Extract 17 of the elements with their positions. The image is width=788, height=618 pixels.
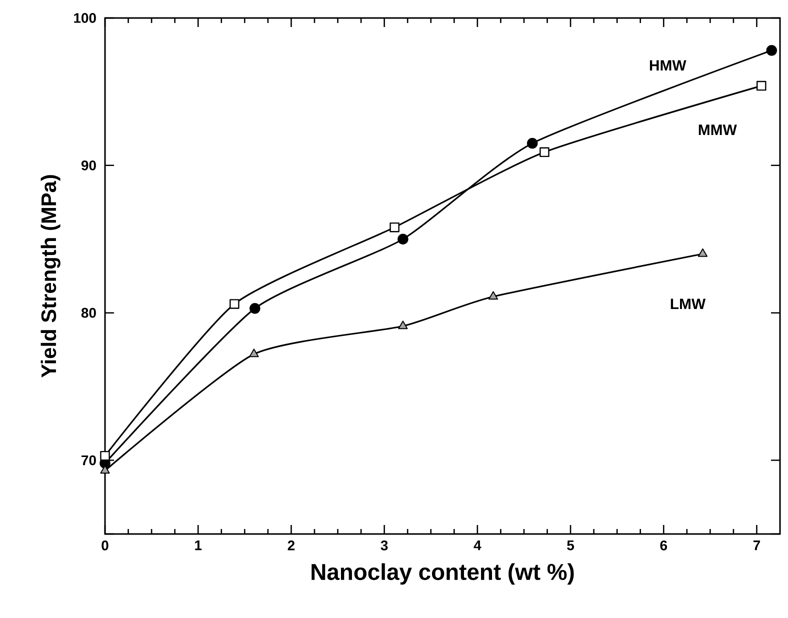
y-tick-label: 80 [81,308,96,318]
series-label: HMW [650,60,686,71]
x-axis-title: Nanoclay content (wt %) [312,563,574,585]
x-tick-label: 5 [567,540,574,550]
x-tick-label: 6 [660,540,667,550]
text: LMW [670,298,706,310]
y-tick-label: 100 [74,13,96,23]
x-tick-label: 3 [380,540,388,550]
x-tick-label: 7 [753,540,760,550]
series-label: MMW [698,124,737,135]
x-tick-label: 0 [102,540,108,550]
x-tick-label: 1 [195,540,202,550]
y-axis-title: Yield Strength (MPa) [40,175,60,378]
y-tick-label: 90 [81,160,96,170]
y-tick-label: 70 [82,455,96,466]
x-tick-label: 4 [474,540,482,550]
x-tick-label: 2 [288,540,295,550]
